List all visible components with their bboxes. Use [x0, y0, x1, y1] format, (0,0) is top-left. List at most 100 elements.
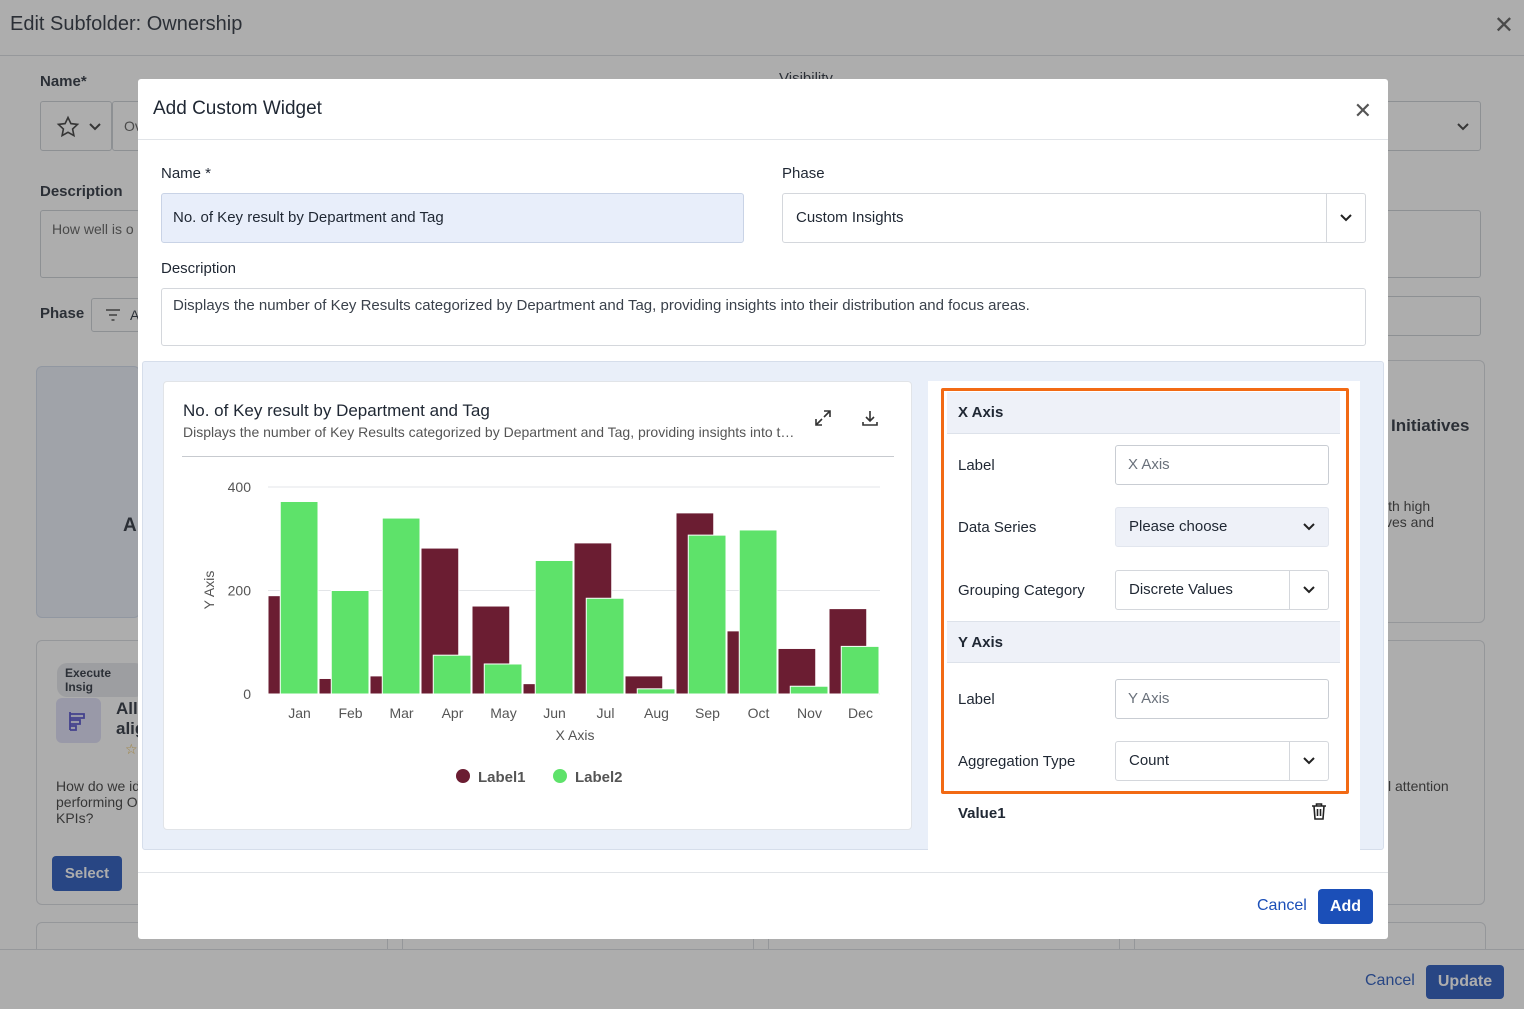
grouping-category-label: Grouping Category — [958, 582, 1085, 599]
bar-label2 — [483, 663, 523, 695]
y-tick-label: 200 — [228, 583, 252, 599]
chevron-down-icon — [89, 123, 101, 131]
page-title: Edit Subfolder: Ownership — [10, 13, 243, 35]
close-icon[interactable]: ✕ — [1353, 98, 1372, 123]
legend-label-label1: Label1 — [478, 769, 526, 786]
attention-text: l attention — [1388, 778, 1449, 794]
phase-select[interactable]: Custom Insights — [782, 193, 1366, 243]
template-card-right[interactable]: Initiatives ith high ves and — [1380, 360, 1485, 623]
insight-title: All alig — [116, 699, 146, 738]
y-label-label: Label — [958, 691, 995, 708]
select-button[interactable]: Select — [52, 856, 122, 891]
phase-filter-value: A — [130, 307, 140, 323]
name-field-value: Ov — [124, 118, 142, 134]
x-axis-label-input[interactable]: X Axis — [1115, 445, 1329, 485]
name-label: Name * — [161, 165, 212, 182]
widget-name-input[interactable]: No. of Key result by Department and Tag — [161, 193, 744, 243]
bar-label2 — [432, 654, 472, 695]
x-tick-label: Feb — [338, 705, 362, 721]
bar-label2 — [381, 517, 421, 695]
bar-label2 — [330, 590, 370, 695]
add-button[interactable]: Add — [1318, 889, 1373, 924]
x-tick-label: Jul — [597, 705, 615, 721]
description-field-value: How well is o — [52, 221, 134, 237]
chevron-down-icon[interactable] — [1289, 742, 1328, 780]
description-label: Description — [40, 183, 123, 200]
expand-icon — [815, 410, 831, 426]
description-field-right[interactable] — [1380, 210, 1481, 278]
expand-button[interactable] — [803, 398, 843, 438]
phase-label: Phase — [782, 165, 825, 182]
phase-field-right[interactable] — [1380, 296, 1481, 336]
modal-header: Add Custom Widget ✕ — [138, 79, 1388, 140]
bar-label2 — [279, 500, 319, 695]
legend-label-label2: Label2 — [575, 769, 623, 786]
execute-badge: Execute Insig — [57, 663, 145, 697]
widget-description-input[interactable]: Displays the number of Key Results categ… — [161, 288, 1366, 346]
y-tick-label: 0 — [243, 686, 251, 702]
insight-card-right[interactable]: l attention — [1380, 640, 1485, 905]
description-field[interactable]: How well is o — [40, 210, 140, 278]
chart-subtitle: Displays the number of Key Results categ… — [183, 424, 795, 440]
cancel-button[interactable]: Cancel — [1257, 897, 1307, 914]
axis-config-panel: X Axis Label X Axis Data Series Please c… — [928, 381, 1360, 851]
chart-icon-box — [56, 698, 101, 743]
icon-picker[interactable] — [40, 101, 112, 151]
bar-label2 — [789, 685, 829, 695]
download-icon — [862, 411, 878, 426]
value1-label: Value1 — [958, 805, 1006, 822]
widget-preview-area: No. of Key result by Department and Tag … — [142, 361, 1384, 851]
modal-footer-divider — [138, 872, 1388, 873]
chevron-down-icon[interactable] — [1326, 194, 1365, 242]
add-custom-widget-modal: Add Custom Widget ✕ Name * No. of Key re… — [138, 79, 1388, 939]
delete-button[interactable] — [1311, 802, 1327, 825]
update-button[interactable]: Update — [1426, 965, 1504, 999]
name-field[interactable]: Ov — [112, 101, 142, 151]
y-axis-title: Y Axis — [201, 571, 217, 610]
template-card[interactable]: A — [36, 366, 140, 618]
close-icon[interactable]: ✕ — [1493, 12, 1514, 39]
aggregation-type-value: Count — [1129, 752, 1170, 769]
grouping-category-select[interactable]: Discrete Values — [1115, 570, 1329, 610]
x-axis-section-header: X Axis — [947, 392, 1340, 434]
y-axis-label-input[interactable]: Y Axis — [1115, 679, 1329, 719]
chart-card: No. of Key result by Department and Tag … — [163, 381, 912, 830]
phase-label: Phase — [40, 305, 85, 322]
star-icon: ☆ — [125, 741, 138, 757]
x-tick-label: Dec — [848, 705, 873, 721]
download-button[interactable] — [850, 398, 890, 438]
bar-label2 — [636, 688, 676, 695]
data-series-label: Data Series — [958, 519, 1037, 536]
data-series-select[interactable]: Please choose — [1115, 507, 1329, 547]
bar-chart: 0 200 400 Jan Feb Mar Apr May Jun Jul Aug Sep Oct Nov… — [201, 479, 880, 786]
x-tick-label: Mar — [389, 705, 413, 721]
y-axis-header: Y Axis — [958, 634, 1004, 651]
description-label: Description — [161, 260, 237, 277]
x-tick-label: Oct — [748, 705, 770, 721]
page-footer — [0, 949, 1524, 1009]
legend-marker-label1 — [456, 769, 470, 783]
bar-label2 — [534, 559, 574, 695]
star-icon — [56, 115, 80, 138]
x-tick-label: May — [490, 705, 516, 721]
x-axis-title: X Axis — [556, 727, 595, 743]
y-axis-section-header: Y Axis — [947, 621, 1340, 663]
card-title: Initiatives — [1391, 416, 1470, 435]
bar-chart-icon — [69, 712, 85, 731]
modal-title: Add Custom Widget — [153, 98, 322, 119]
x-tick-label: Sep — [695, 705, 720, 721]
chevron-down-icon[interactable] — [1289, 571, 1328, 609]
bar-label2 — [585, 597, 625, 695]
grouping-category-value: Discrete Values — [1129, 581, 1233, 598]
name-label: Name* — [40, 73, 87, 90]
trash-icon — [1312, 803, 1326, 820]
page-cancel-button[interactable]: Cancel — [1365, 972, 1415, 989]
data-series-value: Please choose — [1129, 518, 1228, 535]
aggregation-type-select[interactable]: Count — [1115, 741, 1329, 781]
x-tick-label: Jun — [543, 705, 566, 721]
x-axis-header: X Axis — [958, 404, 1004, 421]
chevron-down-icon — [1457, 123, 1469, 131]
page-header: Edit Subfolder: Ownership ✕ — [0, 0, 1524, 56]
chart-title: No. of Key result by Department and Tag — [183, 401, 490, 420]
visibility-select[interactable] — [1380, 101, 1481, 151]
